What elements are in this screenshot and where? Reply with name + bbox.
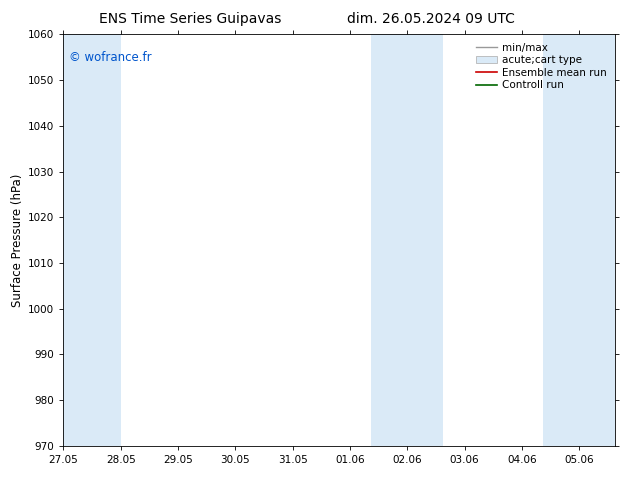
Bar xyxy=(372,34,407,446)
Text: dim. 26.05.2024 09 UTC: dim. 26.05.2024 09 UTC xyxy=(347,12,515,26)
Bar xyxy=(407,34,443,446)
Bar xyxy=(579,34,615,446)
Text: ENS Time Series Guipavas: ENS Time Series Guipavas xyxy=(99,12,281,26)
Bar xyxy=(543,34,579,446)
Bar xyxy=(63,34,120,446)
Y-axis label: Surface Pressure (hPa): Surface Pressure (hPa) xyxy=(11,173,24,307)
Legend: min/max, acute;cart type, Ensemble mean run, Controll run: min/max, acute;cart type, Ensemble mean … xyxy=(473,40,610,94)
Text: © wofrance.fr: © wofrance.fr xyxy=(69,51,152,64)
